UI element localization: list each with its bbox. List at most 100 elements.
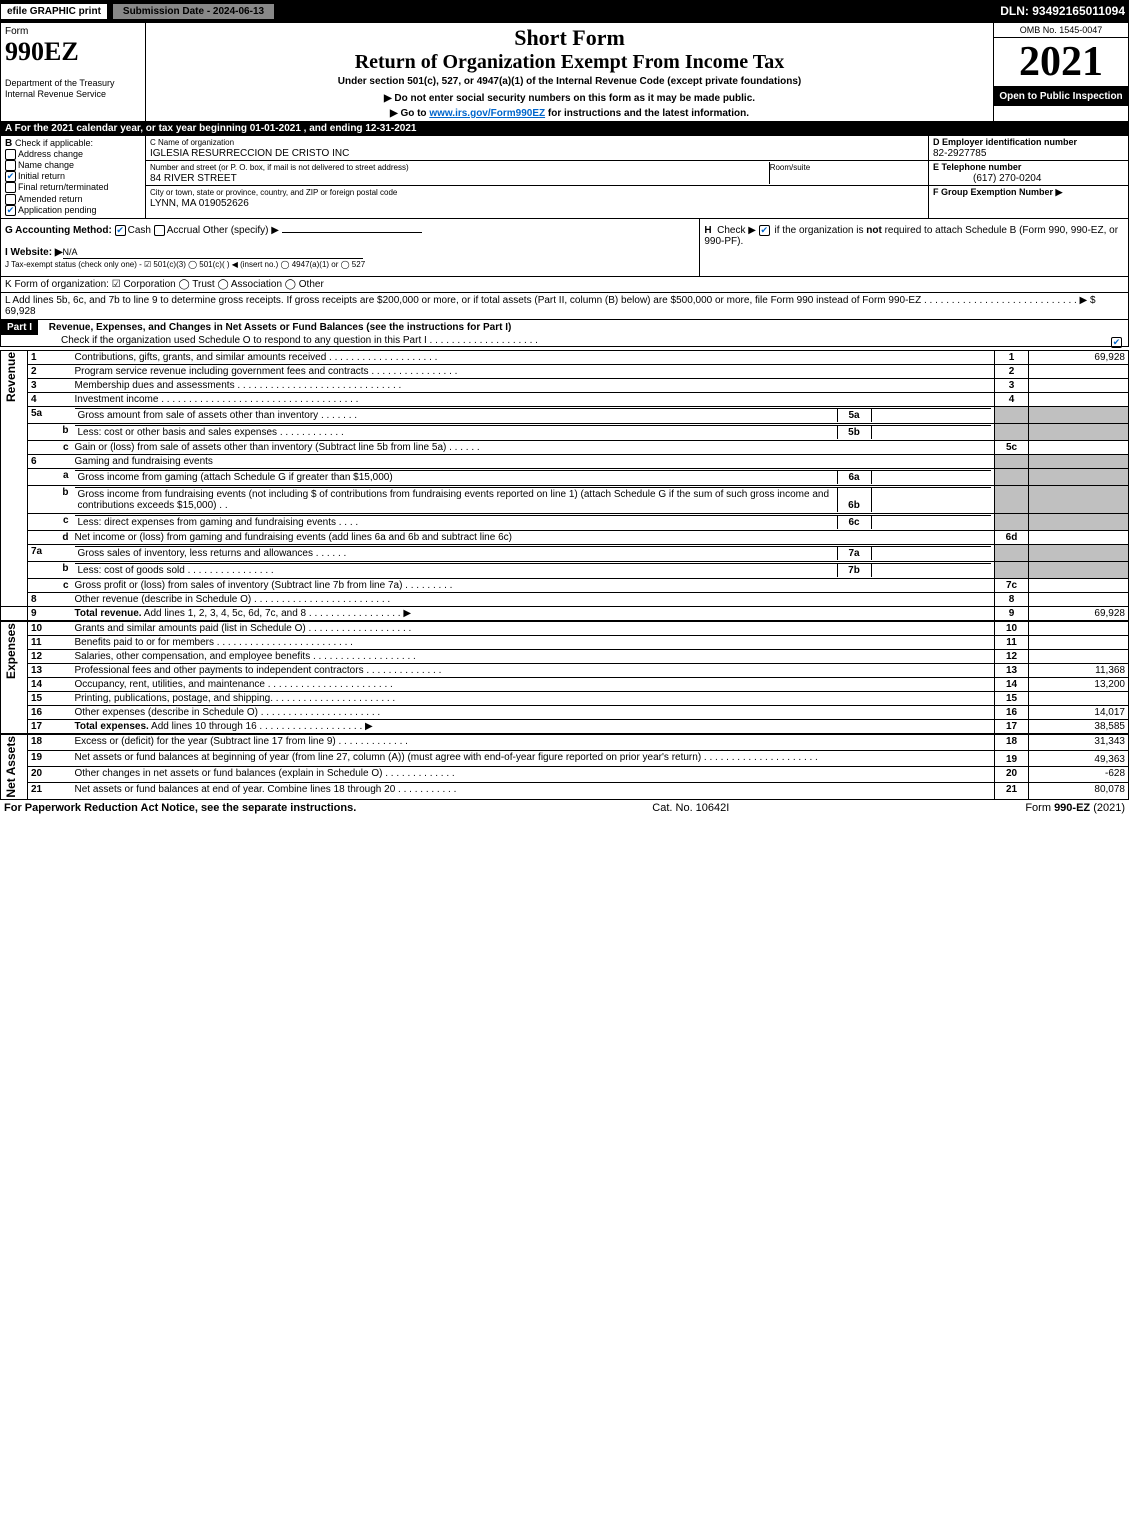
l11-amt	[1029, 635, 1129, 649]
org-info-block: B Check if applicable: Address change Na…	[0, 136, 1129, 219]
l5b-num: b	[28, 423, 72, 440]
cash-label: Cash	[128, 225, 151, 236]
l14-text: Occupancy, rent, utilities, and maintena…	[72, 677, 995, 691]
l2-text: Program service revenue including govern…	[72, 364, 995, 378]
l14-num: 14	[28, 677, 72, 691]
l7a-text: Gross sales of inventory, less returns a…	[75, 546, 838, 560]
l2-rnum: 2	[995, 364, 1029, 378]
l-text: L Add lines 5b, 6c, and 7b to line 9 to …	[5, 295, 1096, 306]
l6b-num: b	[28, 485, 72, 513]
schedule-b-checkbox[interactable]	[759, 225, 770, 236]
street-label: Number and street (or P. O. box, if mail…	[150, 163, 409, 172]
accrual-checkbox[interactable]	[154, 225, 165, 236]
l7c-amt	[1029, 578, 1129, 592]
submission-date-button[interactable]: Submission Date - 2024-06-13	[112, 3, 275, 20]
l19-rnum: 19	[995, 751, 1029, 767]
l1-num: 1	[28, 350, 72, 364]
l6b-mid: 6b	[837, 487, 871, 512]
l3-num: 3	[28, 378, 72, 392]
amended-return-checkbox[interactable]	[5, 194, 16, 205]
d-label: D Employer identification number	[933, 137, 1077, 147]
website-value: N/A	[63, 247, 78, 257]
l9-text: Total revenue.	[75, 608, 142, 619]
footer-mid: Cat. No. 10642I	[652, 802, 729, 814]
subtitle: Under section 501(c), 527, or 4947(a)(1)…	[152, 76, 987, 87]
l9-num: 9	[28, 606, 72, 621]
l4-amt	[1029, 392, 1129, 406]
l5c-num: c	[28, 440, 72, 454]
l6d-num: d	[28, 530, 72, 544]
l6-num: 6	[28, 454, 72, 468]
initial-return-label: Initial return	[18, 171, 65, 181]
l6d-text: Net income or (loss) from gaming and fun…	[72, 530, 995, 544]
name-change-checkbox[interactable]	[5, 160, 16, 171]
final-return-checkbox[interactable]	[5, 182, 16, 193]
form-number: 990EZ	[5, 37, 79, 66]
l11-rnum: 11	[995, 635, 1029, 649]
l15-num: 15	[28, 691, 72, 705]
final-return-label: Final return/terminated	[18, 183, 109, 193]
l5a-mid: 5a	[837, 408, 871, 422]
tax-year: 2021	[994, 38, 1128, 87]
l3-amt	[1029, 378, 1129, 392]
cash-checkbox[interactable]	[115, 225, 126, 236]
l15-rnum: 15	[995, 691, 1029, 705]
address-change-checkbox[interactable]	[5, 149, 16, 160]
l6c-text: Less: direct expenses from gaming and fu…	[75, 515, 838, 529]
l12-rnum: 12	[995, 649, 1029, 663]
g-label: G Accounting Method:	[5, 225, 112, 236]
initial-return-checkbox[interactable]	[5, 171, 16, 182]
l21-num: 21	[28, 783, 72, 799]
l9-amt: 69,928	[1029, 606, 1129, 621]
irs-link[interactable]: www.irs.gov/Form990EZ	[429, 108, 545, 119]
l19-num: 19	[28, 751, 72, 767]
l7c-num: c	[28, 578, 72, 592]
part1-table: Revenue 1Contributions, gifts, grants, a…	[0, 350, 1129, 800]
l13-rnum: 13	[995, 663, 1029, 677]
l5c-text: Gain or (loss) from sale of assets other…	[72, 440, 995, 454]
l6d-rnum: 6d	[995, 530, 1029, 544]
l3-rnum: 3	[995, 378, 1029, 392]
l4-rnum: 4	[995, 392, 1029, 406]
header-block: Form 990EZ Department of the Treasury In…	[0, 22, 1129, 122]
l4-num: 4	[28, 392, 72, 406]
l17-text: Total expenses.	[75, 721, 149, 732]
l10-text: Grants and similar amounts paid (list in…	[72, 621, 995, 636]
l7b-mid: 7b	[837, 563, 871, 577]
section-j: J Tax-exempt status (check only one) - ☑…	[5, 260, 365, 269]
l12-text: Salaries, other compensation, and employ…	[72, 649, 995, 663]
schedule-o-checkbox[interactable]	[1111, 337, 1122, 348]
efile-print-button[interactable]: efile GRAPHIC print	[0, 3, 108, 20]
l8-num: 8	[28, 592, 72, 606]
l14-amt: 13,200	[1029, 677, 1129, 691]
l7b-num: b	[28, 561, 72, 578]
l11-text: Benefits paid to or for members . . . . …	[72, 635, 995, 649]
revenue-vlabel: Revenue	[4, 352, 24, 402]
l13-text: Professional fees and other payments to …	[72, 663, 995, 677]
application-pending-checkbox[interactable]	[5, 205, 16, 216]
b-check: Check if applicable:	[15, 138, 93, 148]
city-label: City or town, state or province, country…	[150, 188, 397, 197]
section-h: H Check ▶ if the organization is not req…	[704, 225, 1118, 247]
l5c-amt	[1029, 440, 1129, 454]
street-value: 84 RIVER STREET	[150, 173, 237, 184]
l11-num: 11	[28, 635, 72, 649]
l19-text: Net assets or fund balances at beginning…	[72, 751, 995, 767]
dept-label: Department of the Treasury	[5, 78, 115, 88]
irs-label: Internal Revenue Service	[5, 89, 106, 99]
section-a: A For the 2021 calendar year, or tax yea…	[0, 122, 1129, 136]
l6a-num: a	[28, 468, 72, 485]
footer-right: Form 990-EZ (2021)	[1025, 802, 1125, 814]
l14-rnum: 14	[995, 677, 1029, 691]
l5b-mid: 5b	[837, 425, 871, 439]
l6c-num: c	[28, 513, 72, 530]
l5c-rnum: 5c	[995, 440, 1029, 454]
dln-label: DLN: 93492165011094	[1000, 4, 1129, 18]
l6-text: Gaming and fundraising events	[72, 454, 995, 468]
form-label: Form	[5, 26, 28, 37]
part1-title: Revenue, Expenses, and Changes in Net As…	[41, 322, 512, 333]
l7a-num: 7a	[28, 544, 72, 561]
l15-amt	[1029, 691, 1129, 705]
open-public-box: Open to Public Inspection	[994, 87, 1128, 106]
l18-rnum: 18	[995, 734, 1029, 751]
